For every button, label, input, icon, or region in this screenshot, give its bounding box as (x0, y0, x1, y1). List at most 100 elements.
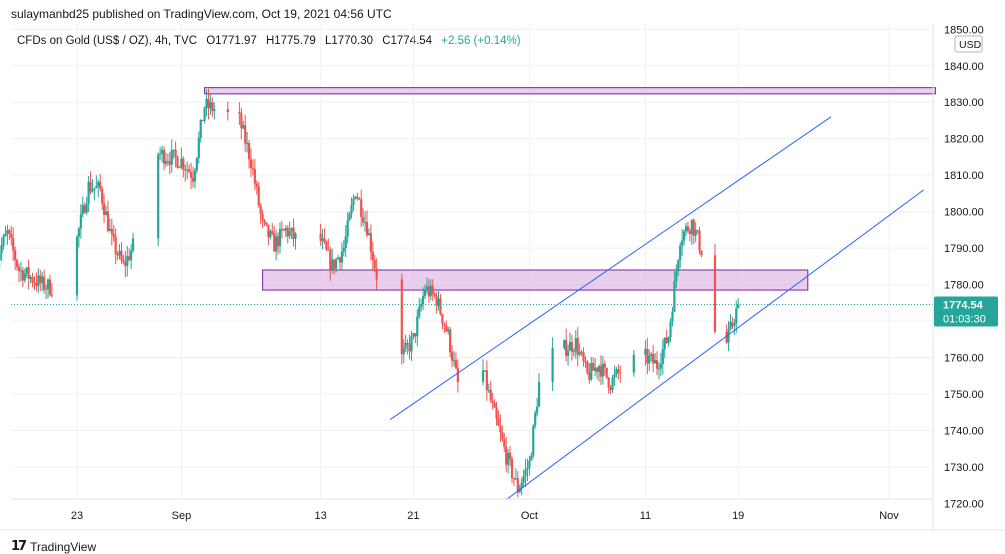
publisher-line: sulaymanbd25 published on TradingView.co… (11, 7, 392, 21)
x-tick-label: 19 (732, 510, 744, 522)
candle-body (193, 170, 197, 182)
candle-body (273, 233, 276, 252)
candle-body (178, 167, 181, 169)
candle-body (269, 231, 272, 238)
candle-body (120, 250, 123, 260)
candle-body (159, 153, 162, 155)
x-tick-label: 11 (640, 510, 651, 522)
candle-body (331, 259, 334, 270)
candle-body (108, 228, 111, 231)
footer-brand[interactable]: TradingView (30, 539, 97, 554)
ohlc-change: +2.56 (+0.14%) (441, 35, 521, 47)
y-tick-label: 1850.00 (944, 24, 984, 36)
candle-body (418, 307, 421, 317)
candle-body (510, 458, 514, 478)
candle-body (615, 369, 618, 375)
candle-body (35, 282, 38, 286)
resistance-zone-1 (204, 87, 936, 95)
candle-body (669, 321, 672, 338)
candle-body (336, 257, 340, 260)
candle-body (433, 293, 436, 297)
candle-body (505, 446, 508, 465)
candle-body (267, 224, 270, 238)
candle-body (653, 360, 657, 364)
axis-layer: 1720.00 1730.00 1740.00 1750.00 1760.00 1770.… (0, 24, 1005, 531)
candle-body (648, 356, 651, 364)
channel-line-1 (389, 116, 832, 420)
candle-body (191, 177, 195, 182)
candle-body (592, 363, 595, 371)
candle-body (594, 367, 597, 371)
candle-body (43, 276, 46, 290)
candle-body (83, 205, 86, 213)
candle-body (679, 245, 682, 261)
candle-body (160, 149, 164, 154)
candle-body (675, 271, 678, 281)
candle-body (588, 372, 591, 380)
candle-body (365, 221, 369, 236)
candle-body (373, 259, 376, 269)
candle-body (182, 158, 185, 170)
candle-body (242, 125, 245, 129)
candle-body (39, 275, 42, 284)
candle-body (333, 259, 336, 269)
candle-body (363, 221, 367, 223)
channel-layer (11, 116, 933, 501)
candle-body (342, 247, 345, 252)
grid-layer (11, 24, 933, 499)
candle-body (402, 348, 405, 355)
candle-body (77, 228, 81, 237)
candle-body (207, 98, 210, 109)
candle-body (126, 256, 129, 266)
candle-body (340, 251, 343, 263)
y-tick-label: 1820.00 (944, 134, 984, 146)
candle-body (431, 285, 434, 294)
candle-body (456, 367, 459, 383)
candle-body (46, 279, 50, 289)
candle-body (619, 372, 622, 374)
candle-body (288, 231, 291, 237)
candle-body (700, 250, 703, 256)
candle-body (729, 322, 732, 329)
candle-body (503, 439, 506, 447)
candle-body (694, 230, 697, 236)
candle-body (367, 233, 371, 236)
candle-body (114, 236, 117, 254)
candle-body (576, 338, 579, 355)
candle-body (733, 323, 736, 326)
candle-body (44, 288, 48, 290)
candle-body (526, 468, 529, 470)
candle-body (534, 412, 537, 426)
y-tick-label: 1730.00 (944, 462, 984, 474)
candle-body (659, 364, 662, 369)
candle-body (23, 273, 26, 281)
candle-body (2, 236, 5, 246)
candle-body (247, 142, 251, 160)
candle-body (203, 107, 206, 121)
candle-body (551, 347, 554, 383)
candle-body (75, 236, 79, 296)
tradingview-logo-icon: 17 (11, 539, 27, 554)
y-tick-label: 1810.00 (944, 170, 984, 182)
candle-body (201, 119, 204, 121)
candle-body (323, 238, 326, 242)
symbol-name[interactable]: CFDs on Gold (US$ / OZ), 4h, TVC (17, 35, 198, 47)
candle-body (644, 348, 647, 355)
y-tick-label: 1750.00 (944, 389, 984, 401)
candle-body (19, 270, 23, 272)
candle-body (246, 142, 249, 144)
candle-body (244, 125, 247, 144)
candle-body (261, 213, 264, 221)
candle-body (0, 253, 1, 261)
candle-body (116, 253, 119, 256)
candle-body (10, 234, 13, 238)
candle-body (41, 276, 44, 284)
candle-body (338, 257, 342, 263)
candle-body (727, 328, 730, 343)
candle-body (423, 290, 427, 297)
candle-body (188, 169, 191, 173)
candle-body (497, 418, 500, 426)
candle-body (489, 389, 492, 401)
candle-body (667, 337, 670, 344)
